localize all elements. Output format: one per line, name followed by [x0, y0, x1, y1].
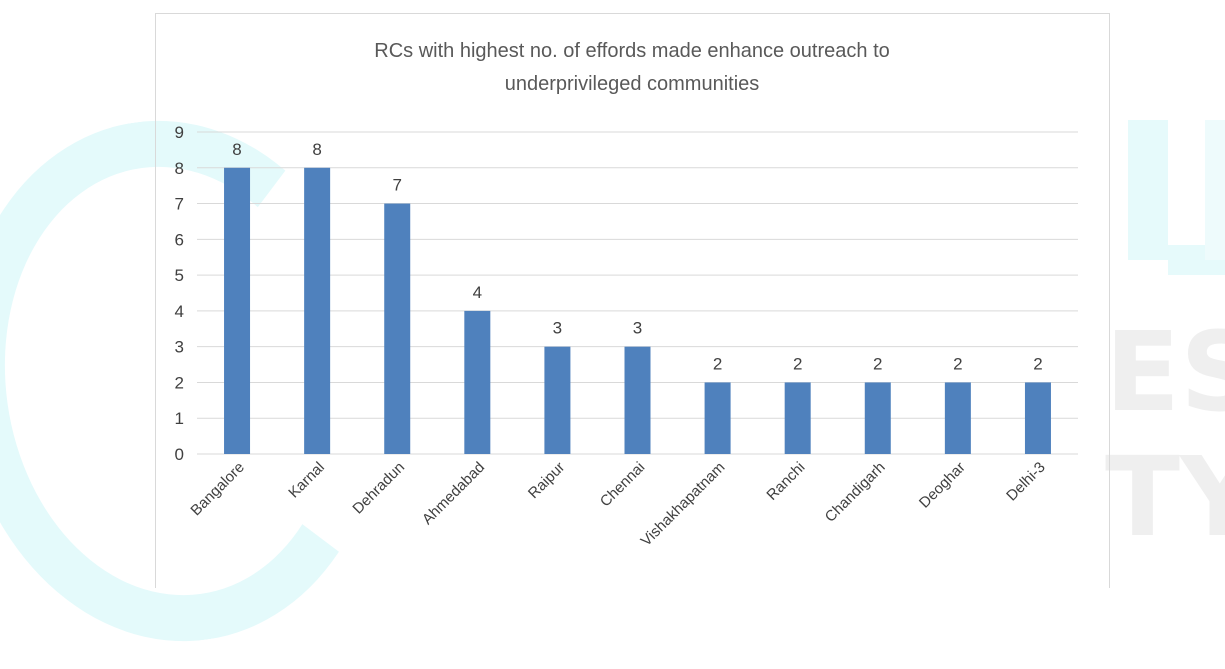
x-axis: Bangalore Karnal Dehradun Ahmedabad Raipur Ch…	[187, 459, 1048, 550]
x-tick-label: Chennai	[597, 459, 649, 511]
y-tick-label: 6	[175, 230, 184, 249]
watermark-shape	[1205, 120, 1225, 260]
x-tick-label: Chandigarh	[822, 459, 889, 526]
x-tick-label: Ranchi	[763, 459, 808, 504]
bar-karnal	[304, 167, 331, 454]
chart-frame	[155, 13, 1110, 588]
x-tick-label: Vishakhapatnam	[638, 459, 729, 550]
x-tick-label: Deoghar	[916, 459, 969, 512]
data-label: 8	[312, 140, 321, 159]
x-tick-label: Delhi-3	[1003, 459, 1049, 505]
chart-title-line-2: underprivileged communities	[505, 73, 760, 95]
y-axis: 0 1 2 3 4 5 6 7 8 9	[175, 123, 184, 464]
y-tick-label: 1	[175, 409, 184, 428]
data-label: 7	[392, 176, 401, 195]
chart-title-line-1: RCs with highest no. of effords made enh…	[374, 40, 890, 62]
y-tick-label: 9	[175, 123, 184, 142]
y-tick-label: 2	[175, 373, 184, 392]
x-tick-label: Bangalore	[187, 459, 247, 519]
watermark-text: ES TY	[1105, 310, 1225, 560]
bar-raipur	[544, 346, 571, 454]
data-label: 4	[473, 283, 482, 302]
x-tick-label: Ahmedabad	[419, 459, 488, 528]
bar-ranchi	[784, 382, 811, 454]
watermark-shape	[1128, 120, 1168, 260]
bar-vishakhapatnam	[704, 382, 731, 454]
x-tick-label: Raipur	[525, 459, 568, 502]
data-label: 2	[793, 354, 802, 373]
bars	[224, 167, 1051, 454]
bar-ahmedabad	[464, 310, 491, 454]
x-tick-label: Dehradun	[349, 459, 408, 518]
data-label: 2	[1033, 354, 1042, 373]
data-label: 2	[953, 354, 962, 373]
data-label: 2	[713, 354, 722, 373]
bar-chart: RCs with highest no. of effords made enh…	[175, 40, 1078, 550]
data-label: 8	[232, 140, 241, 159]
y-tick-label: 5	[175, 266, 184, 285]
y-tick-label: 3	[175, 338, 184, 357]
y-tick-label: 0	[175, 445, 184, 464]
x-tick-label: Karnal	[285, 459, 328, 502]
bar-delhi-3	[1024, 382, 1051, 454]
data-label: 3	[553, 319, 562, 338]
y-tick-label: 7	[175, 195, 184, 214]
y-tick-label: 4	[175, 302, 184, 321]
data-label: 3	[633, 319, 642, 338]
bar-chennai	[624, 346, 651, 454]
bar-dehradun	[384, 203, 411, 454]
bar-bangalore	[224, 167, 251, 454]
bar-deoghar	[944, 382, 971, 454]
y-tick-label: 8	[175, 159, 184, 178]
data-labels: 8 8 7 4 3 3 2 2 2 2 2	[232, 140, 1042, 374]
data-label: 2	[873, 354, 882, 373]
bar-chandigarh	[864, 382, 891, 454]
